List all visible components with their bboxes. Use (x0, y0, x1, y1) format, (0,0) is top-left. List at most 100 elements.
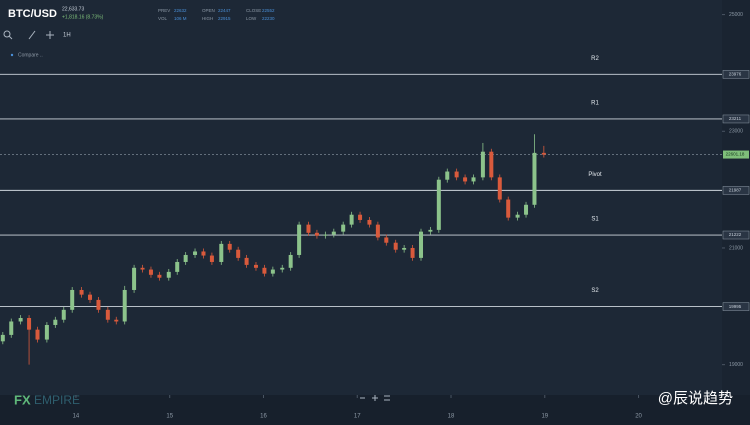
field-value: 22915 (218, 16, 231, 21)
y-tick-label: 25000 (729, 12, 743, 18)
compare-dot (10, 53, 14, 57)
field-label: VOL (158, 16, 168, 21)
level-value: 21987 (729, 188, 742, 193)
candle-body (419, 231, 424, 258)
logo-rest: EMPIRE (34, 393, 80, 407)
field-label: CLOSE (246, 8, 261, 13)
candle-body (280, 267, 285, 270)
candle-body (445, 171, 450, 180)
field-label: LOW (246, 16, 257, 21)
candle-body (18, 317, 23, 322)
candle-body (532, 152, 537, 205)
candle-body (463, 177, 468, 182)
candle-body (132, 267, 137, 290)
candle-body (244, 257, 249, 265)
candle-body (471, 177, 476, 182)
level-value: 23211 (729, 116, 742, 121)
field-value: 22632 (174, 8, 187, 13)
candle-body (341, 224, 346, 232)
candle-body (262, 267, 267, 274)
candle-body (35, 329, 40, 340)
candle-body (489, 151, 494, 178)
compare[interactable]: Compare .. (18, 52, 43, 58)
candle-body (105, 309, 110, 320)
candle-body (96, 299, 101, 310)
candle-body (70, 289, 75, 310)
candle-body (193, 251, 198, 255)
level-value: 21222 (729, 232, 742, 237)
field-value: 22447 (218, 8, 231, 13)
candle-body (140, 267, 145, 270)
candle-body (201, 251, 206, 256)
y-tick-label: 23000 (729, 129, 743, 135)
candle-body (9, 321, 14, 335)
level-value: 19995 (729, 304, 742, 309)
watermark: @辰说趋势 (658, 390, 733, 407)
candle-body (384, 237, 389, 243)
price-axis-bg (722, 0, 750, 395)
candle-body (375, 224, 380, 238)
x-tick-label: 19 (541, 414, 548, 420)
x-tick-label: 14 (73, 414, 80, 420)
y-tick-label: 19000 (729, 362, 743, 368)
candle-body (270, 269, 275, 274)
candle-body (53, 319, 58, 325)
candle-body (79, 289, 84, 295)
candle-body (428, 229, 433, 232)
candle-body (323, 234, 328, 236)
plot: R2 R1 Pivot S1 S2 (0, 56, 722, 365)
level-tag (722, 230, 750, 240)
candle-body (506, 199, 511, 218)
change: +1,818.16 (8.73%) (62, 14, 104, 20)
candle-body (515, 214, 520, 218)
zoom-controls[interactable] (360, 395, 390, 401)
field-value: 22552 (262, 8, 275, 13)
candle-body (27, 317, 32, 330)
x-tick-label: 20 (635, 414, 642, 420)
candle-body (175, 261, 180, 272)
candle-body (114, 319, 119, 322)
field-value: 22230 (262, 16, 275, 21)
level-name: R1 (591, 101, 599, 107)
candle-body (148, 269, 153, 275)
candle-body (402, 247, 407, 250)
level-tag (722, 114, 750, 124)
level-tag (722, 186, 750, 195)
candle-body (183, 254, 188, 262)
candle-body (410, 247, 415, 258)
candle-body (227, 243, 232, 250)
candle-body (436, 179, 441, 230)
candle-body (44, 324, 49, 340)
search-icon (8, 35, 13, 40)
candle-body (0, 334, 5, 342)
logo-accent: FX (14, 392, 31, 407)
x-tick-label: 15 (166, 414, 173, 420)
field-value: 106 M (174, 16, 187, 21)
candle-body (358, 214, 363, 220)
level-value: 23976 (729, 72, 742, 77)
candle-body (314, 232, 319, 236)
candle-body (157, 274, 162, 278)
candle-body (349, 214, 354, 225)
candle-body (497, 177, 502, 200)
candle-body (297, 224, 302, 255)
field-label: HIGH (202, 16, 213, 21)
level-name: Pivot (588, 172, 602, 178)
toolbar[interactable] (3, 30, 54, 40)
level-tag (722, 302, 750, 311)
interval[interactable]: 1H (63, 33, 71, 39)
price: 22,633.73 (62, 6, 84, 12)
candle-body (288, 254, 293, 268)
candle-body (331, 231, 336, 235)
candle-body (88, 294, 93, 300)
candle-body (480, 151, 485, 178)
candle-body (166, 271, 171, 278)
header-fields: PREV 22632 OPEN 22447 CLOSE 22552 VOL 106 M HIGH… (158, 8, 275, 21)
draw-icon[interactable] (28, 30, 36, 40)
current-price: 22601.18 (726, 152, 745, 157)
candle-body (524, 204, 529, 215)
candle-body (236, 249, 241, 258)
search-icon[interactable] (3, 30, 11, 38)
x-tick-label: 17 (354, 414, 361, 420)
